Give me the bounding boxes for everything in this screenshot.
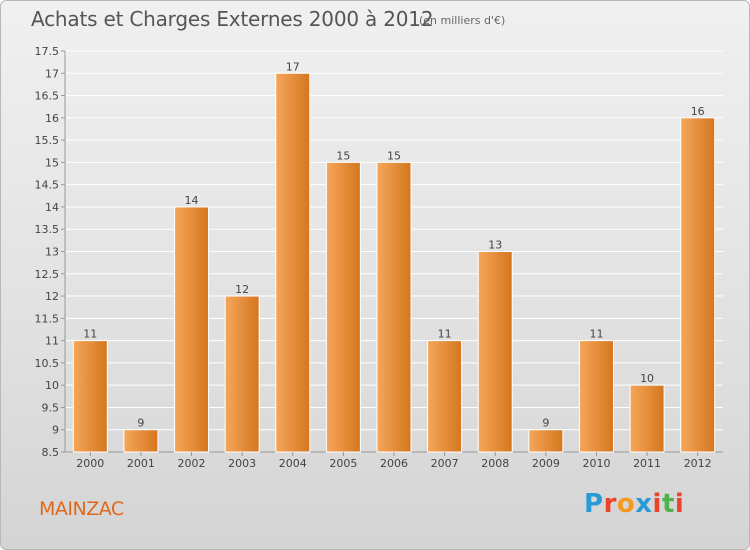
logo-letter: t	[661, 489, 675, 519]
y-tick-label: 17.5	[35, 45, 60, 58]
bar	[325, 161, 361, 453]
bar-value-label: 15	[387, 149, 401, 162]
chart-title: Achats et Charges Externes 2000 à 2012	[31, 7, 434, 31]
x-tick-label: 2006	[380, 457, 408, 470]
y-tick-label: 16.5	[35, 90, 60, 103]
y-tick-label: 17	[45, 67, 59, 80]
bar-value-label: 16	[691, 105, 705, 118]
bar	[275, 72, 311, 453]
x-tick-label: 2009	[532, 457, 560, 470]
y-tick-label: 13	[45, 246, 59, 259]
x-tick-label: 2000	[76, 457, 104, 470]
bar-value-label: 17	[286, 60, 300, 73]
bar	[174, 206, 210, 453]
bars: 11 9 14 12 17 15 15 11 13 9 11 10 16	[72, 60, 716, 453]
y-tick-label: 13.5	[35, 223, 60, 236]
bar	[578, 340, 614, 453]
bar	[477, 251, 513, 453]
bar-value-label: 12	[235, 283, 249, 296]
bar-value-label: 14	[185, 194, 199, 207]
logo-letter: i	[652, 489, 662, 519]
x-tick-label: 2011	[633, 457, 661, 470]
bar	[427, 340, 463, 453]
y-tick-label: 12	[45, 290, 59, 303]
bar-value-label: 10	[640, 372, 654, 385]
bar-value-label: 9	[542, 417, 549, 430]
logo-letter: i	[674, 489, 685, 519]
location-name: MAINZAC	[39, 498, 124, 520]
bar	[528, 429, 564, 453]
x-axis: 2000 2001 2002 2003 2004 2005 2006 2007 2008 2009…	[76, 452, 712, 470]
y-tick-label: 9	[52, 424, 59, 437]
y-tick-label: 14	[45, 201, 59, 214]
logo-letter: r	[603, 489, 617, 519]
bar	[629, 384, 665, 453]
bar	[123, 429, 159, 453]
y-tick-label: 11.5	[35, 312, 60, 325]
bar-value-label: 13	[488, 239, 502, 252]
y-tick-label: 14.5	[35, 179, 60, 192]
x-tick-label: 2008	[481, 457, 509, 470]
bar-value-label: 11	[589, 328, 603, 341]
logo-letter: x	[635, 489, 653, 519]
y-tick-label: 9.5	[42, 401, 60, 414]
x-tick-label: 2007	[431, 457, 459, 470]
y-tick-label: 8.5	[42, 446, 60, 459]
y-tick-label: 15	[45, 156, 59, 169]
bar-value-label: 11	[83, 328, 97, 341]
x-tick-label: 2012	[684, 457, 712, 470]
bar-value-label: 11	[438, 328, 452, 341]
y-tick-label: 10.5	[35, 357, 60, 370]
y-tick-label: 12.5	[35, 268, 60, 281]
x-tick-label: 2001	[127, 457, 155, 470]
bar-value-label: 15	[336, 149, 350, 162]
logo-letter: P	[584, 489, 604, 519]
bar	[72, 340, 108, 453]
y-tick-label: 10	[45, 379, 59, 392]
bar	[376, 161, 412, 453]
x-tick-label: 2005	[329, 457, 357, 470]
bar	[680, 117, 716, 453]
x-tick-label: 2010	[582, 457, 610, 470]
bar-value-label: 9	[137, 417, 144, 430]
y-tick-label: 11	[45, 335, 59, 348]
x-tick-label: 2003	[228, 457, 256, 470]
x-tick-label: 2004	[279, 457, 307, 470]
y-tick-label: 16	[45, 112, 59, 125]
chart-subtitle: (en milliers d'€)	[419, 14, 506, 27]
logo-letter: o	[616, 489, 636, 519]
x-tick-label: 2002	[178, 457, 206, 470]
bar	[224, 295, 260, 453]
proxiti-logo: Proxiti	[584, 489, 684, 519]
y-tick-label: 15.5	[35, 134, 60, 147]
